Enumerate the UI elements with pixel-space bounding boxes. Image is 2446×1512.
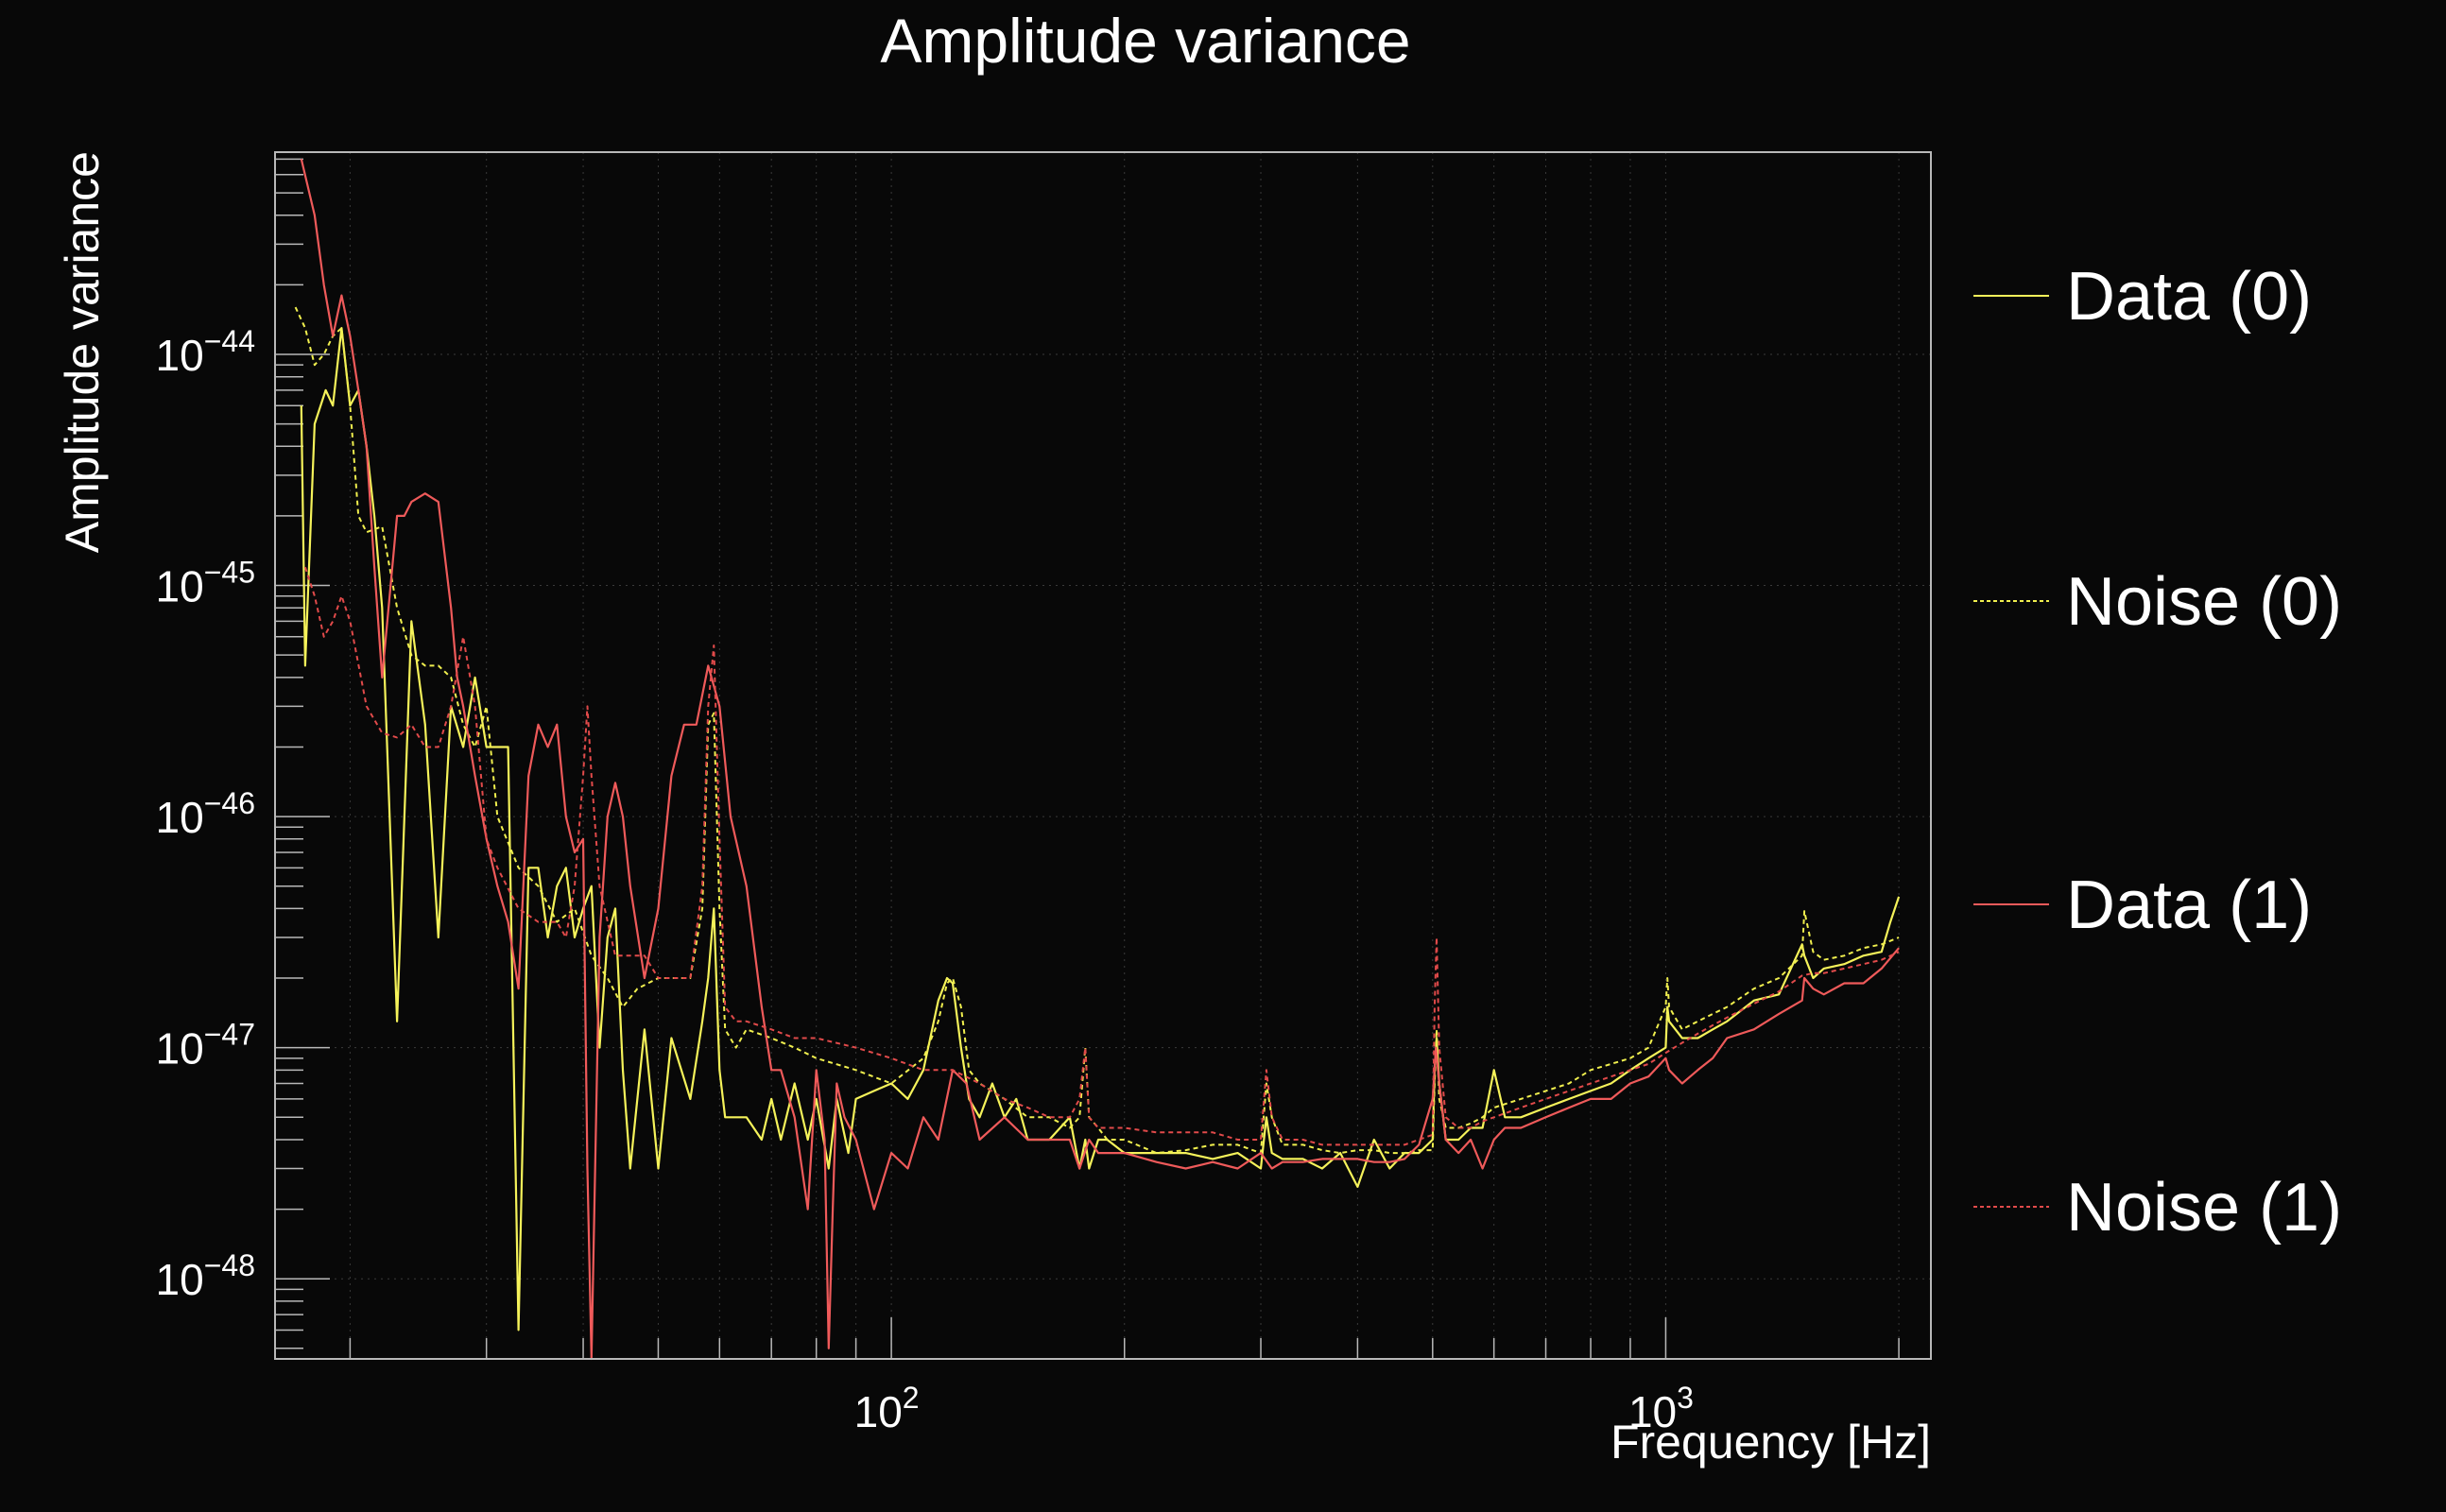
series-line-1 — [294, 306, 1900, 1155]
plot-frame — [274, 151, 1932, 1360]
series-line-2 — [300, 159, 1900, 1361]
x-axis-title: Frequency [Hz] — [1611, 1416, 1931, 1469]
x-tick-labels: 102 103 — [854, 1381, 1694, 1436]
series-layer — [294, 159, 1901, 1361]
series-line-3 — [303, 566, 1900, 1146]
y-tick-label: 10−46 — [156, 786, 255, 842]
y-tick-label: 10−45 — [156, 556, 255, 611]
y-axis-title: Amplitude variance — [56, 151, 109, 553]
legend-label-2: Data (1) — [2066, 868, 2312, 943]
chart-title: Amplitude variance — [880, 6, 1410, 76]
y-tick-label: 10−48 — [156, 1248, 255, 1304]
y-tick-label: 10−44 — [156, 324, 255, 380]
legend-label-1: Noise (0) — [2066, 564, 2342, 640]
y-tick-labels: 10−44 10−45 10−46 10−47 10−48 — [156, 324, 255, 1304]
grid-layer — [275, 152, 1931, 1359]
y-tick-label: 10−47 — [156, 1018, 255, 1074]
x-tick-label: 102 — [854, 1381, 920, 1436]
legend: Data (0) Noise (0) Data (1) Noise (1) — [1973, 259, 2342, 1246]
tick-layer — [275, 158, 1900, 1359]
legend-label-3: Noise (1) — [2066, 1170, 2342, 1246]
legend-label-0: Data (0) — [2066, 259, 2312, 335]
x-tick-label: 103 — [1628, 1381, 1694, 1436]
